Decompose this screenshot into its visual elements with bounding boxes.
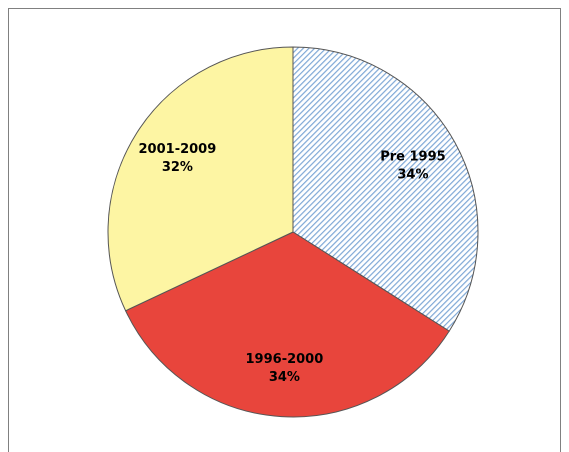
- pie-slice: [124, 231, 450, 418]
- slice-label: Pre 1995: [380, 150, 445, 165]
- slice-value-label: 34%: [397, 168, 428, 183]
- slice-value-label: 32%: [162, 160, 193, 175]
- slice-label: 2001-2009: [139, 142, 217, 157]
- slice-value-label: 34%: [269, 370, 300, 385]
- pie-slice: [107, 46, 294, 312]
- slice-label: 1996-2000: [246, 352, 324, 367]
- pie-slice: [292, 46, 479, 332]
